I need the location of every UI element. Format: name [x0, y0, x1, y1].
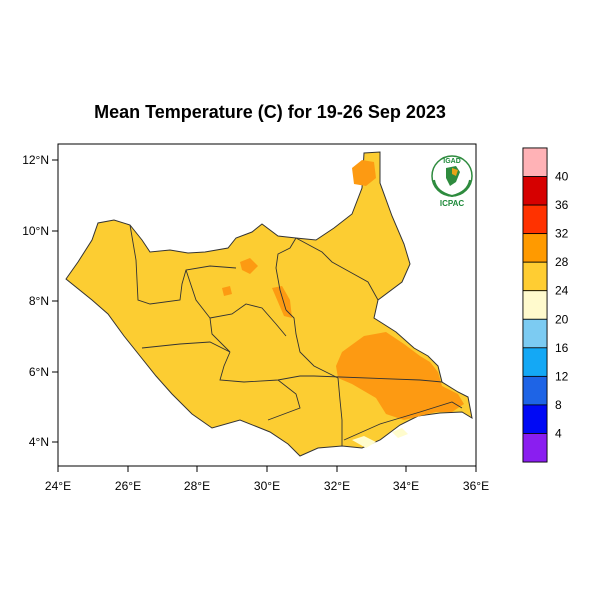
lon-label: 34°E	[393, 479, 419, 493]
warm-region-east	[336, 332, 464, 420]
lon-label: 30°E	[254, 479, 280, 493]
colorbar-cell	[522, 347, 548, 377]
colorbar-label: 36	[555, 198, 569, 212]
colorbar-label: 24	[555, 284, 569, 298]
lon-label: 28°E	[184, 479, 210, 493]
colorbar-cell	[522, 404, 548, 434]
warm-spot	[222, 286, 232, 296]
colorbar-cell	[522, 147, 548, 177]
state-boundaries	[129, 224, 463, 446]
cool-spot	[352, 436, 376, 448]
lon-label: 36°E	[463, 479, 489, 493]
colorbar-label: 16	[555, 341, 569, 355]
warm-region-patch	[240, 258, 258, 274]
icpac-logo: IGAD ICPAC	[431, 155, 473, 208]
lat-label: 6°N	[29, 365, 49, 379]
colorbar-cell	[522, 433, 548, 463]
colorbar-cell	[522, 176, 548, 206]
warm-region-center	[272, 286, 292, 318]
colorbar-cell	[522, 261, 548, 292]
colorbar-cell	[522, 375, 548, 406]
lat-label: 10°N	[22, 224, 49, 238]
cool-spot-2	[392, 428, 408, 438]
axis-ticks	[52, 159, 477, 472]
warm-region-north	[352, 160, 376, 186]
colorbar: 40 36 32 28 24 20 16 12 8 4	[522, 147, 569, 463]
map-title: Mean Temperature (C) for 19-26 Sep 2023	[94, 102, 446, 122]
colorbar-cell	[522, 233, 548, 263]
colorbar-label: 4	[555, 426, 562, 440]
colorbar-label: 40	[555, 170, 569, 184]
lon-label: 26°E	[115, 479, 141, 493]
lat-label: 12°N	[22, 153, 49, 167]
colorbar-label: 8	[555, 398, 562, 412]
colorbar-cell	[522, 290, 548, 320]
colorbar-label: 32	[555, 227, 569, 241]
logo-text-icpac: ICPAC	[440, 199, 465, 208]
colorbar-cell	[522, 204, 548, 235]
lat-label: 4°N	[29, 435, 49, 449]
lat-label: 8°N	[29, 294, 49, 308]
colorbar-cell	[522, 318, 548, 349]
colorbar-label: 28	[555, 255, 569, 269]
colorbar-label: 20	[555, 312, 569, 326]
lon-label: 24°E	[45, 479, 71, 493]
logo-text-igad: IGAD	[443, 158, 461, 165]
colorbar-label: 12	[555, 369, 569, 383]
lon-label: 32°E	[324, 479, 350, 493]
